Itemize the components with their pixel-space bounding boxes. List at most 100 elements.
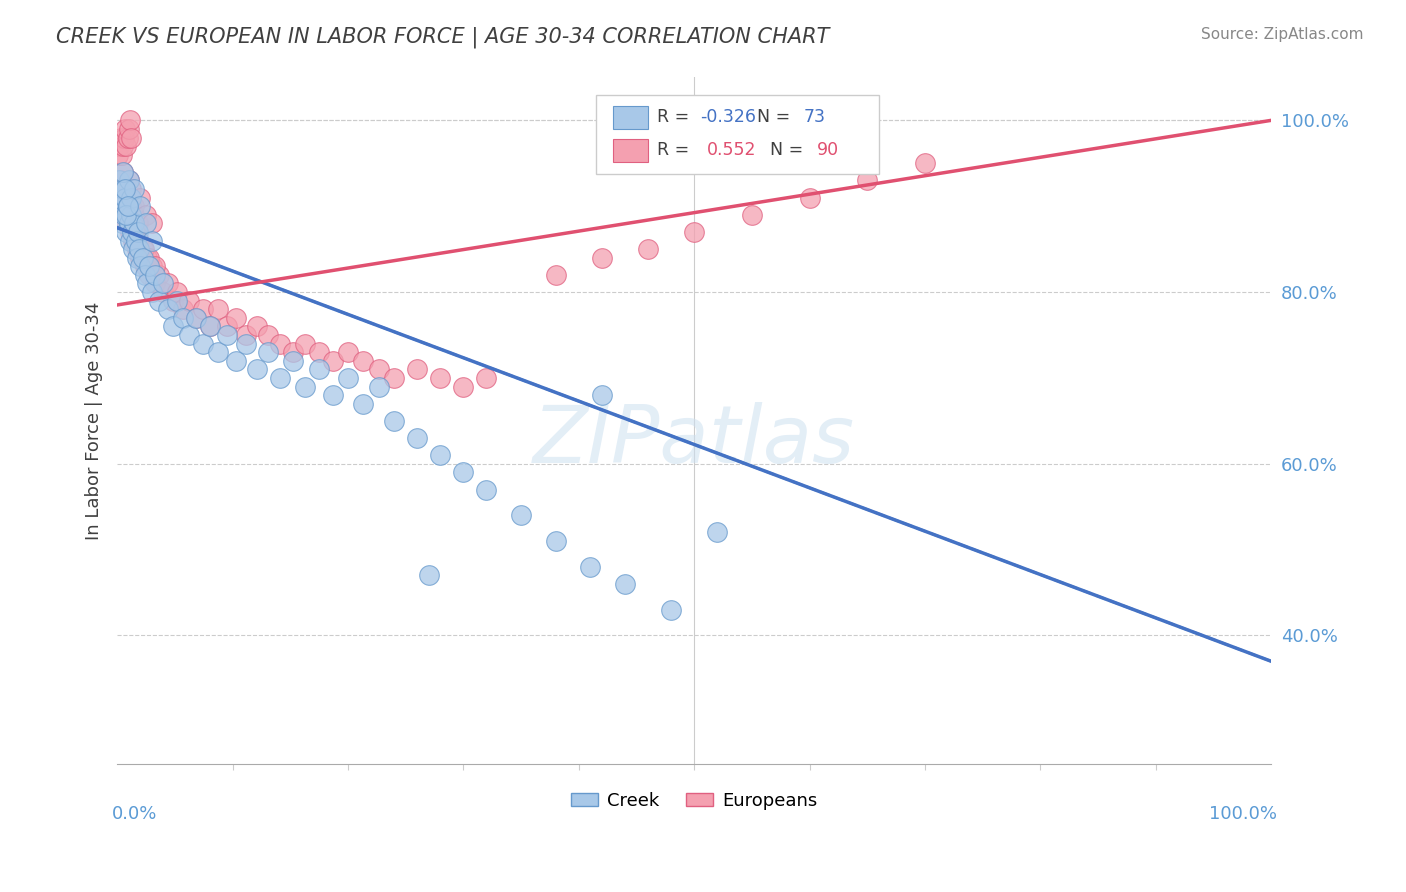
Point <box>117 130 139 145</box>
FancyBboxPatch shape <box>596 95 879 174</box>
Point <box>148 268 170 282</box>
Point <box>510 508 533 523</box>
Point <box>544 534 567 549</box>
Legend: Creek, Europeans: Creek, Europeans <box>564 785 825 817</box>
Point <box>115 139 138 153</box>
Point <box>152 277 174 291</box>
Point <box>118 216 141 230</box>
Text: N =: N = <box>747 108 796 126</box>
Point <box>127 216 149 230</box>
Text: Source: ZipAtlas.com: Source: ZipAtlas.com <box>1201 27 1364 42</box>
Point <box>184 310 207 325</box>
Point <box>131 251 153 265</box>
Text: 73: 73 <box>804 108 825 126</box>
Point <box>198 319 221 334</box>
Point <box>135 208 157 222</box>
Point <box>246 362 269 376</box>
Point <box>429 448 451 462</box>
Point <box>406 431 429 445</box>
Point <box>235 336 257 351</box>
Y-axis label: In Labor Force | Age 30-34: In Labor Force | Age 30-34 <box>86 301 103 540</box>
Point <box>117 199 139 213</box>
Point <box>544 268 567 282</box>
Point <box>138 260 160 274</box>
Point <box>257 328 280 343</box>
Point <box>111 139 134 153</box>
Point <box>453 379 475 393</box>
Text: 100.0%: 100.0% <box>1209 805 1277 823</box>
Point <box>121 216 143 230</box>
Point <box>120 182 142 196</box>
Point <box>156 302 179 317</box>
Point <box>453 466 475 480</box>
Point <box>225 353 247 368</box>
Point <box>579 559 602 574</box>
Point <box>138 251 160 265</box>
Point <box>322 353 344 368</box>
Point <box>294 336 316 351</box>
Point <box>129 191 152 205</box>
Point <box>141 285 163 299</box>
Point <box>281 345 304 359</box>
Point <box>112 182 135 196</box>
Point <box>114 199 136 213</box>
Point <box>120 208 142 222</box>
Point <box>111 182 134 196</box>
Point <box>124 182 146 196</box>
Point <box>112 208 135 222</box>
Point <box>108 199 131 213</box>
Point <box>143 268 166 282</box>
Point <box>322 388 344 402</box>
Point <box>591 251 613 265</box>
Point <box>591 388 613 402</box>
Point <box>125 251 148 265</box>
Point <box>162 293 184 308</box>
Point <box>124 208 146 222</box>
Point <box>128 242 150 256</box>
Point <box>136 251 159 265</box>
Text: 90: 90 <box>817 141 838 159</box>
Point <box>134 268 156 282</box>
Point <box>368 379 391 393</box>
Point <box>120 199 142 213</box>
Point <box>141 234 163 248</box>
Point <box>110 130 132 145</box>
Point <box>215 328 238 343</box>
Point <box>131 242 153 256</box>
Point <box>191 302 214 317</box>
Point <box>117 191 139 205</box>
Point <box>177 293 200 308</box>
Point <box>138 268 160 282</box>
Point <box>215 319 238 334</box>
Point <box>127 225 149 239</box>
Point <box>141 260 163 274</box>
Text: 0.0%: 0.0% <box>111 805 157 823</box>
Point <box>235 328 257 343</box>
Point <box>108 139 131 153</box>
Text: -0.326: -0.326 <box>700 108 756 126</box>
Point <box>118 173 141 187</box>
Point <box>269 336 291 351</box>
Point <box>111 191 134 205</box>
Point <box>613 577 636 591</box>
Point <box>741 208 763 222</box>
Point <box>475 371 498 385</box>
Point <box>475 483 498 497</box>
Point <box>110 173 132 187</box>
Text: 0.552: 0.552 <box>707 141 756 159</box>
Point <box>115 191 138 205</box>
Point <box>124 216 146 230</box>
Text: N =: N = <box>759 141 808 159</box>
Point <box>115 208 138 222</box>
Point <box>683 225 706 239</box>
Point <box>115 225 138 239</box>
Point <box>121 225 143 239</box>
Point <box>107 182 129 196</box>
Point <box>114 122 136 136</box>
Point <box>120 191 142 205</box>
Point <box>143 260 166 274</box>
Point <box>418 568 440 582</box>
Point <box>198 319 221 334</box>
Point <box>308 362 330 376</box>
Bar <box>613 139 648 162</box>
